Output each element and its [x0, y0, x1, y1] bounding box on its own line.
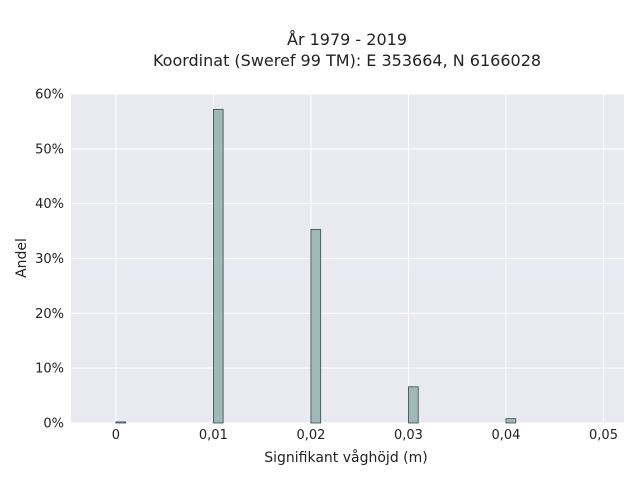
x-tick-label-2: 0,02: [296, 428, 325, 443]
x-axis-label: Signifikant våghöjd (m): [264, 449, 427, 466]
x-tick-label-4: 0,04: [492, 428, 521, 443]
bar-0: [115, 421, 127, 424]
y-tick-label-3: 30%: [35, 252, 64, 267]
y-axis-ticks: 0% 10% 20% 30% 40% 50% 60%: [35, 88, 64, 432]
y-tick-label-5: 50%: [35, 142, 64, 157]
bars: [115, 108, 517, 424]
bar-2: [310, 229, 322, 424]
bar-1: [212, 108, 224, 424]
y-tick-label-0: 0%: [43, 417, 64, 432]
y-tick-label-2: 20%: [35, 307, 64, 322]
y-axis-label: Andel: [14, 238, 30, 278]
x-axis-ticks: 0 0,01 0,02 0,03 0,04 0,05: [112, 428, 618, 443]
y-tick-label-1: 10%: [35, 362, 64, 377]
x-tick-label-3: 0,03: [394, 428, 423, 443]
x-tick-label-5: 0,05: [589, 428, 618, 443]
y-tick-label-4: 40%: [35, 197, 64, 212]
x-tick-label-1: 0,01: [199, 428, 228, 443]
y-tick-label-6: 60%: [35, 88, 64, 103]
bar-4: [505, 418, 517, 424]
x-tick-label-0: 0: [112, 428, 120, 443]
chart-title-line-2: Koordinat (Sweref 99 TM): E 353664, N 61…: [153, 51, 541, 70]
bar-3: [408, 386, 419, 424]
chart-title-line-1: År 1979 - 2019: [287, 30, 407, 49]
